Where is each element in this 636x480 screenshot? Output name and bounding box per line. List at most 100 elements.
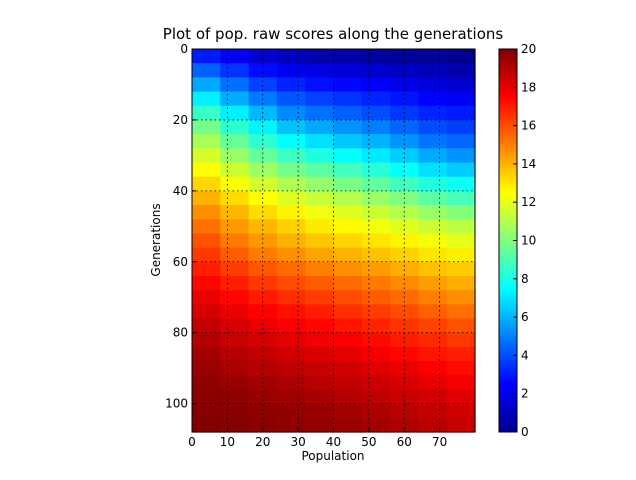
heatmap-cell [248,63,278,78]
heatmap-cell [333,49,363,64]
heatmap-cell [220,290,250,305]
heatmap-cell [276,389,306,405]
heatmap-cell [220,318,250,334]
heatmap-cell [418,190,448,206]
heatmap-cell [333,332,363,348]
heatmap-cell [192,77,221,93]
heatmap-cell [248,361,278,376]
heatmap-cell [361,332,391,348]
x-tick-label: 40 [326,435,341,449]
heatmap-cell [192,389,221,405]
heatmap-cell [276,261,306,277]
heatmap-cell [220,346,250,362]
heatmap-cell [248,219,278,235]
heatmap-cell [220,91,250,107]
heatmap-cell [418,375,448,391]
heatmap-cell [390,318,419,334]
heatmap-cell [361,304,391,320]
heatmap-cell [220,63,250,78]
heatmap-cell [361,91,391,107]
colorbar-tick-label: 20 [521,42,536,56]
heatmap-cell [276,375,306,391]
heatmap-cell [220,361,250,376]
heatmap-cell [390,247,419,263]
heatmap-cell [305,190,335,206]
y-tick-label: 20 [173,113,188,127]
x-tick-label: 30 [290,435,305,449]
heatmap-cell [418,304,448,320]
heatmap-cell [361,119,391,135]
heatmap-cell [220,162,250,178]
heatmap-cell [390,361,419,376]
heatmap-cell [248,49,278,64]
heatmap-cell [418,105,448,121]
heatmap-cell [390,49,419,64]
heatmap-cell [248,233,278,249]
heatmap-cell [446,403,476,419]
x-tick-label: 20 [255,435,270,449]
heatmap-cell [276,219,306,235]
heatmap-cell [446,176,476,192]
heatmap-cell [305,318,335,334]
heatmap-cell [418,63,448,78]
heatmap-cell [333,205,363,220]
heatmap-cell [446,91,476,107]
heatmap-cell [446,77,476,93]
heatmap-cell [390,219,419,235]
heatmap-cell [305,63,335,78]
heatmap-cell [192,190,221,206]
heatmap-cell [192,148,221,164]
heatmap-cell [305,346,335,362]
heatmap-cell [333,275,363,291]
heatmap-cell [248,261,278,277]
heatmap-cell [446,375,476,391]
heatmap-cell [361,346,391,362]
heatmap-cell [248,162,278,178]
heatmap-cell [305,275,335,291]
heatmap-cell [192,275,221,291]
heatmap-cell [248,77,278,93]
x-tick-label: 0 [188,435,196,449]
y-tick-label: 0 [180,42,188,56]
heatmap-cell [305,91,335,107]
heatmap-cell [361,77,391,93]
heatmap-cell [305,389,335,405]
colorbar-tick-label: 18 [521,80,536,94]
heatmap-cell [248,304,278,320]
heatmap-cell [305,233,335,249]
heatmap-cell [418,219,448,235]
heatmap-cell [192,247,221,263]
heatmap-cell [333,261,363,277]
heatmap-cell [220,176,250,192]
heatmap-cell [361,417,391,433]
heatmap-cell [305,403,335,419]
heatmap-cell [220,417,250,433]
heatmap-cell [418,389,448,405]
heatmap-cell [276,290,306,305]
heatmap-cell [446,119,476,135]
heatmap-cell [418,346,448,362]
heatmap-cell [192,105,221,121]
colorbar-tick-label: 10 [521,234,536,248]
y-tick-label: 60 [173,255,188,269]
heatmap-cell [390,119,419,135]
heatmap-cell [248,148,278,164]
x-tick-label: 10 [220,435,235,449]
x-tick-label: 50 [361,435,376,449]
heatmap-cell [305,77,335,93]
colorbar-tick-label: 2 [521,387,529,401]
x-tick-label: 60 [397,435,412,449]
heatmap-cell [192,233,221,249]
heatmap-cell [220,332,250,348]
heatmap-cell [333,148,363,164]
heatmap-cell [305,361,335,376]
heatmap-cell [361,176,391,192]
heatmap-cell [276,346,306,362]
heatmap-cell [418,233,448,249]
heatmap-cell [192,119,221,135]
heatmap-cell [192,261,221,277]
heatmap-cell [418,205,448,220]
colorbar-tick-label: 4 [521,348,529,362]
heatmap-cell [446,105,476,121]
